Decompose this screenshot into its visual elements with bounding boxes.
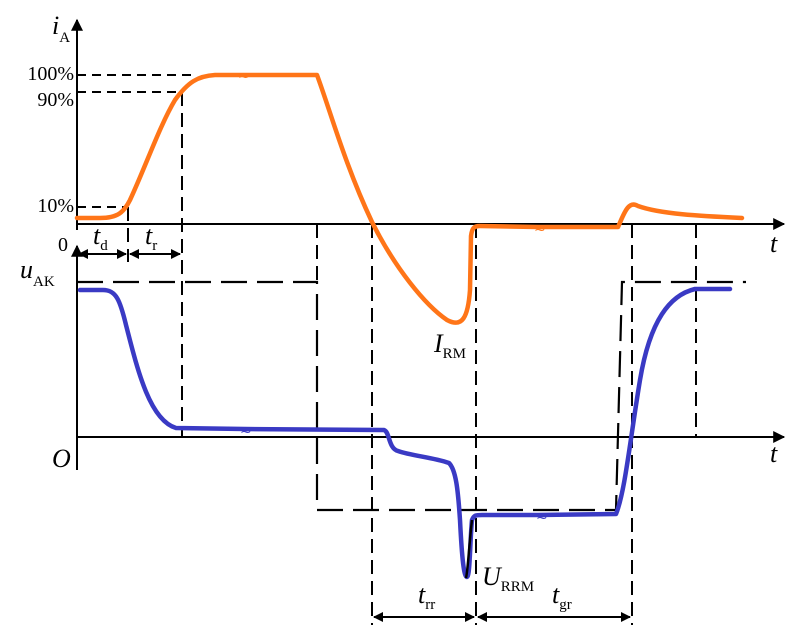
- level-100-label: 100%: [27, 63, 74, 85]
- voltage-time-axis-label: t: [770, 439, 778, 468]
- current-axis-label: iA: [52, 11, 70, 46]
- current-break-mark-2: ≈: [534, 221, 546, 237]
- level-10-label: 10%: [37, 195, 74, 217]
- tgr-label: tgr: [552, 580, 572, 613]
- ideal-voltage-waveform: [77, 280, 746, 512]
- current-time-axis-label: t: [770, 229, 778, 258]
- tr-label: tr: [145, 221, 157, 254]
- voltage-waveform: [77, 286, 733, 580]
- td-label: td: [93, 221, 108, 254]
- voltage-break-mark-1: ≈: [240, 423, 252, 439]
- level-90-label: 90%: [37, 89, 74, 111]
- voltage-break-mark-2: ≈: [536, 509, 548, 525]
- current-break-mark-1: ≈: [238, 68, 250, 84]
- irm-label: IRM: [433, 329, 466, 362]
- voltage-axis-label: uAK: [20, 255, 55, 290]
- voltage-origin-label: O: [52, 444, 71, 473]
- voltage-peak-marker: [464, 519, 474, 579]
- current-origin-label: 0: [58, 234, 68, 256]
- trr-label: trr: [418, 580, 435, 613]
- current-waveform: [74, 72, 745, 325]
- urrm-label: URRM: [482, 562, 534, 595]
